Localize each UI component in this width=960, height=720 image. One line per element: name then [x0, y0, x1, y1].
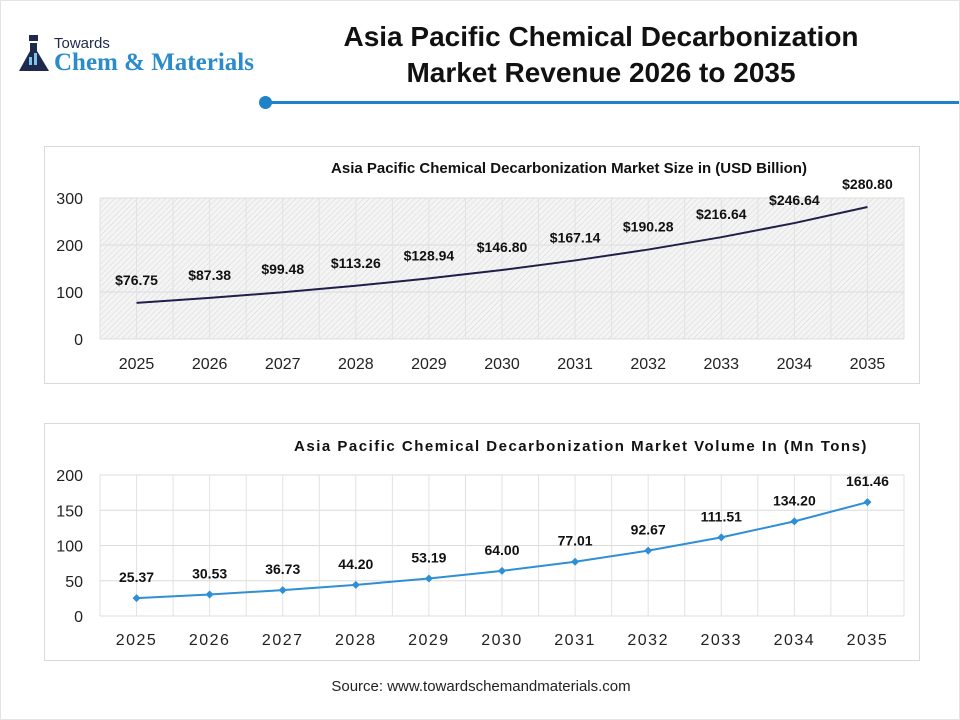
x-tick-label: 2029	[411, 356, 447, 373]
chart-title: Asia Pacific Chemical Decarbonization Ma…	[294, 438, 868, 455]
data-label: $246.64	[769, 192, 820, 208]
series-line	[136, 206, 868, 304]
accent-rule	[265, 101, 959, 104]
data-label: 53.19	[411, 550, 446, 566]
x-tick-label: 2035	[847, 632, 889, 649]
x-tick-label: 2030	[484, 356, 520, 373]
y-tick-label: 100	[56, 285, 83, 302]
x-tick-label: 2027	[265, 356, 301, 373]
x-tick-label: 2032	[627, 632, 669, 649]
logo-top-text: Towards	[54, 35, 110, 52]
data-label: $128.94	[404, 247, 455, 263]
data-point	[278, 586, 287, 595]
volume-chart-panel	[44, 423, 920, 661]
y-tick-label: 100	[56, 539, 83, 556]
y-tick-label: 150	[56, 503, 83, 520]
x-tick-label: 2028	[335, 632, 377, 649]
y-tick-label: 0	[74, 609, 83, 626]
x-tick-label: 2025	[119, 356, 155, 373]
data-label: 44.20	[338, 556, 373, 572]
x-tick-label: 2027	[262, 632, 304, 649]
data-label: $99.48	[261, 261, 304, 277]
chart-title: Asia Pacific Chemical Decarbonization Ma…	[331, 160, 807, 177]
x-tick-label: 2034	[774, 632, 816, 649]
data-label: 92.67	[631, 522, 666, 538]
x-tick-label: 2026	[189, 632, 231, 649]
x-tick-label: 2026	[192, 356, 228, 373]
title-line-1: Asia Pacific Chemical Decarbonization	[343, 21, 859, 52]
data-point	[498, 566, 506, 575]
x-tick-label: 2028	[338, 356, 374, 373]
data-label: 64.00	[484, 542, 519, 558]
x-tick-label: 2032	[630, 356, 666, 373]
revenue-chart-panel	[44, 146, 920, 384]
x-tick-label: 2029	[408, 632, 450, 649]
x-tick-label: 2031	[554, 632, 596, 649]
data-label: $76.75	[115, 272, 158, 288]
y-tick-label: 200	[56, 468, 83, 485]
data-point	[717, 533, 726, 542]
data-label: 77.01	[558, 533, 593, 549]
data-point	[132, 594, 141, 603]
data-label: 111.51	[701, 508, 742, 524]
data-point	[424, 574, 433, 583]
x-tick-label: 2031	[557, 356, 593, 373]
data-label: 30.53	[192, 565, 227, 581]
x-tick-label: 2025	[116, 632, 158, 649]
logo-bottom-text: Chem & Materials	[54, 49, 254, 76]
data-point	[205, 590, 214, 599]
y-tick-label: 50	[65, 574, 83, 591]
x-tick-label: 2033	[700, 632, 742, 649]
page-title: Asia Pacific Chemical Decarbonization Ma…	[301, 19, 901, 91]
data-label: $216.64	[696, 206, 747, 222]
data-label: $87.38	[188, 267, 231, 283]
data-label: $113.26	[331, 255, 381, 271]
data-point	[644, 546, 653, 555]
data-label: $190.28	[623, 219, 674, 235]
y-tick-label: 300	[56, 191, 83, 208]
data-point	[351, 580, 360, 589]
data-label: $146.80	[477, 239, 528, 255]
y-tick-label: 200	[56, 238, 83, 255]
data-label: $167.14	[550, 229, 601, 245]
x-tick-label: 2030	[481, 632, 523, 649]
data-label: 25.37	[119, 569, 154, 585]
data-point	[790, 517, 799, 526]
source-text: Source: www.towardschemandmaterials.com	[331, 678, 631, 695]
x-tick-label: 2034	[777, 356, 813, 373]
y-tick-label: 0	[74, 332, 83, 349]
x-tick-label: 2033	[703, 356, 739, 373]
title-line-2: Market Revenue 2026 to 2035	[406, 57, 796, 88]
data-point	[571, 557, 580, 566]
data-label: 36.73	[265, 561, 300, 577]
data-point	[863, 498, 872, 507]
data-label: $280.80	[842, 176, 893, 192]
data-label: 134.20	[773, 492, 816, 508]
data-label: 161.46	[846, 473, 889, 489]
flask-icon	[19, 35, 49, 71]
x-tick-label: 2035	[850, 356, 886, 373]
